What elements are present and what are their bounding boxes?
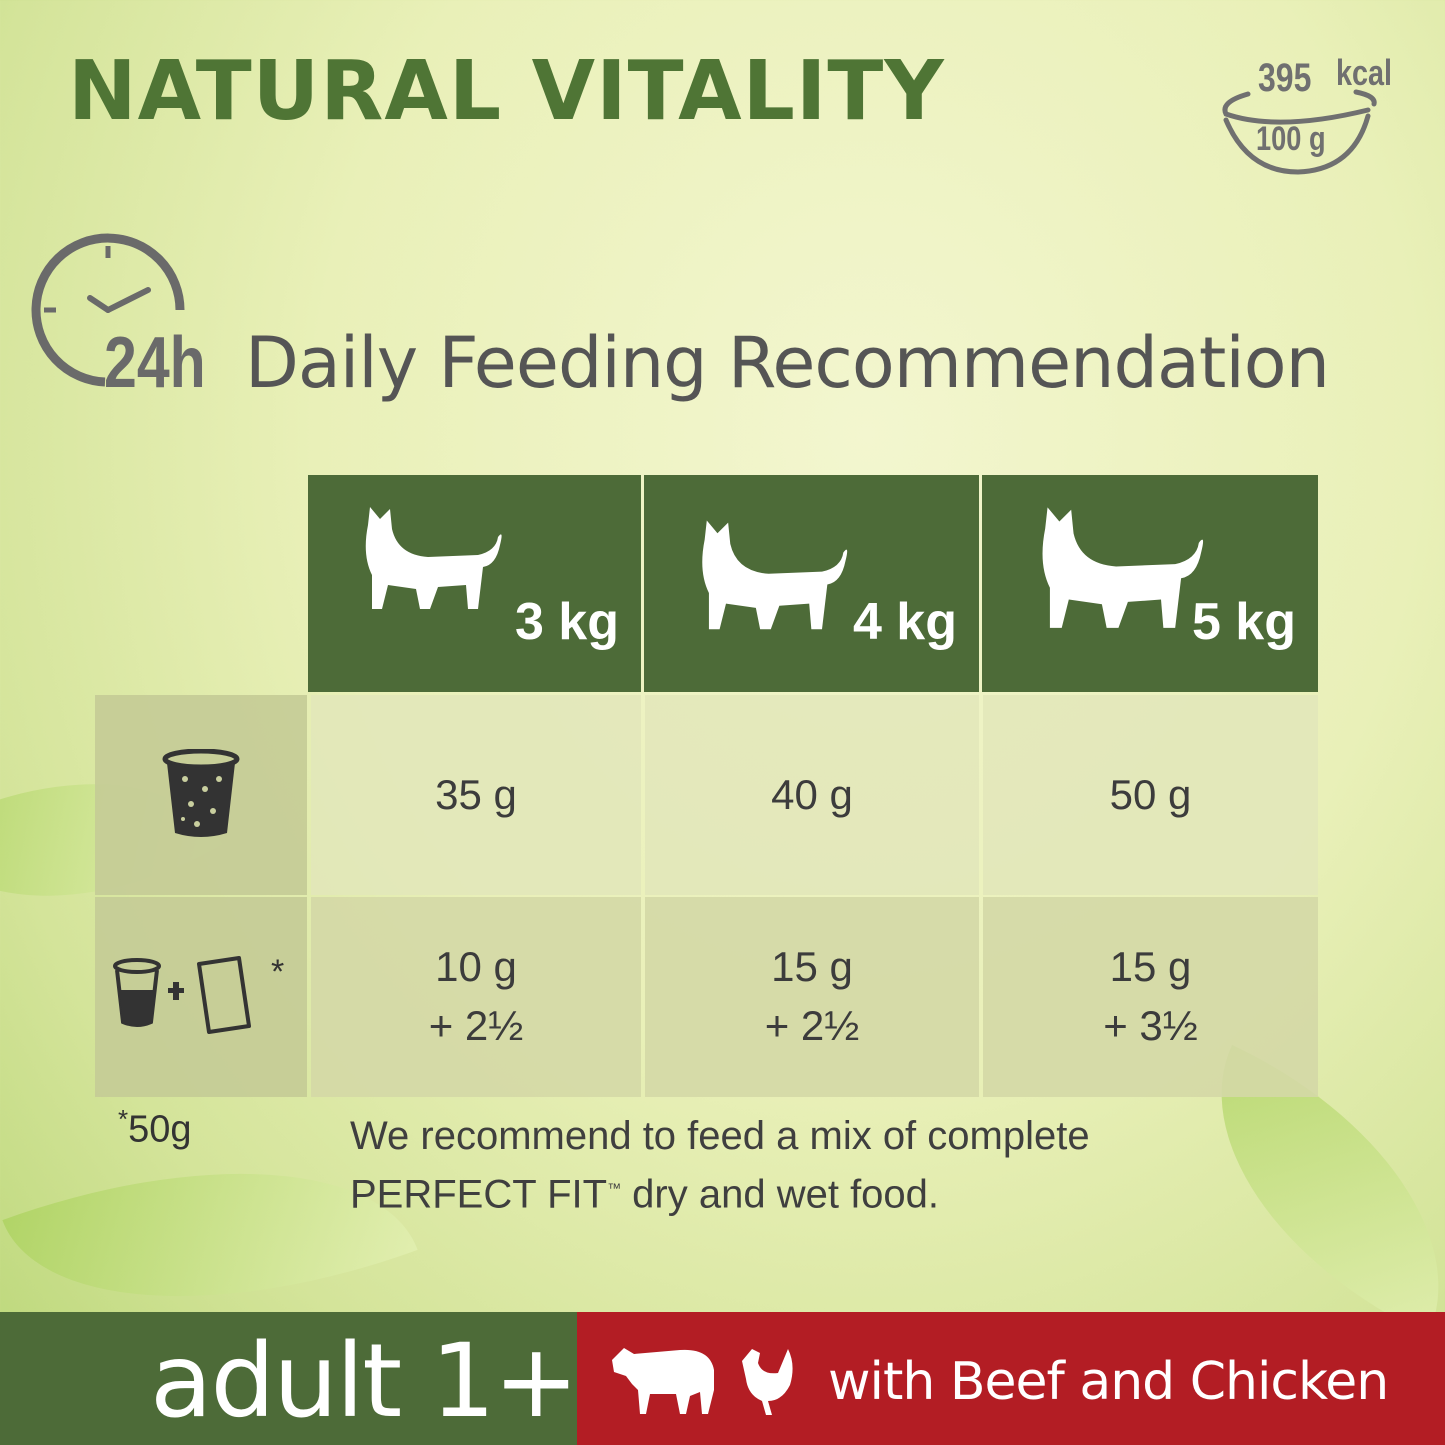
table-cell: 35 g [311,695,641,895]
brand-name: PERFECT FIT [350,1172,608,1217]
recommendation-line-2-rest: dry and wet food. [621,1172,940,1217]
dry-amount: 10 g [435,943,517,991]
trademark: ™ [607,1180,622,1196]
flavour-label: with Beef and Chicken [828,1352,1389,1412]
column-header-4kg: 4 kg [644,475,979,692]
cow-icon [612,1348,714,1414]
age-label: adult 1+ [150,1322,579,1441]
section-title: Daily Feeding Recommendation [245,322,1330,404]
footnote-mark: * [118,1104,129,1134]
recommendation-text: We recommend to feed a mix of complete P… [350,1110,1090,1220]
row-label-dry [95,695,307,895]
weight-label: 3 kg [514,593,619,651]
age-band [0,1312,577,1445]
footnote: *50g [118,1104,192,1152]
kcal-unit: kcal [1336,52,1393,93]
table-cell: 15 g + 2½ [645,897,979,1097]
table-cell: 10 g + 2½ [311,897,641,1097]
asterisk: * [271,953,285,991]
recommendation-line-2: PERFECT FIT™ dry and wet food. [350,1162,1090,1220]
dry-amount: 15 g [771,943,853,991]
energy-badge: 395 kcal 100 g [1218,52,1398,182]
row-label-mixed: * [95,897,307,1097]
chicken-icon [742,1349,793,1415]
pouch-amount: + 2½ [428,1002,524,1049]
table-cell: 40 g [645,695,979,895]
cat-icon [1042,507,1204,628]
dry-cup-plus-wet-pouch-icon [113,956,251,1034]
bowl-icon [1222,89,1377,175]
footnote-text: 50g [128,1108,192,1151]
recommendation-line-1: We recommend to feed a mix of complete [350,1114,1090,1158]
24h-badge: 24h [104,323,206,403]
kcal-value: 395 [1258,56,1312,100]
column-header-5kg: 5 kg [982,475,1318,692]
column-header-3kg: 3 kg [308,475,641,692]
weight-label: 4 kg [852,593,957,651]
cat-icon [365,507,502,609]
cat-icon [702,520,848,630]
pouch-amount: + 3½ [1103,1002,1198,1049]
table-cell: 15 g + 3½ [983,897,1318,1097]
clock-icon [31,233,185,387]
pouch-amount: + 2½ [764,1002,860,1049]
table-cell: 50 g [983,695,1318,895]
flavour-band [577,1312,1445,1445]
dry-food-cup-icon [162,749,240,837]
kcal-per: 100 g [1256,120,1326,158]
weight-label: 5 kg [1191,593,1296,651]
dry-amount: 15 g [1109,943,1192,991]
brand-title: NATURAL VITALITY [68,44,945,139]
